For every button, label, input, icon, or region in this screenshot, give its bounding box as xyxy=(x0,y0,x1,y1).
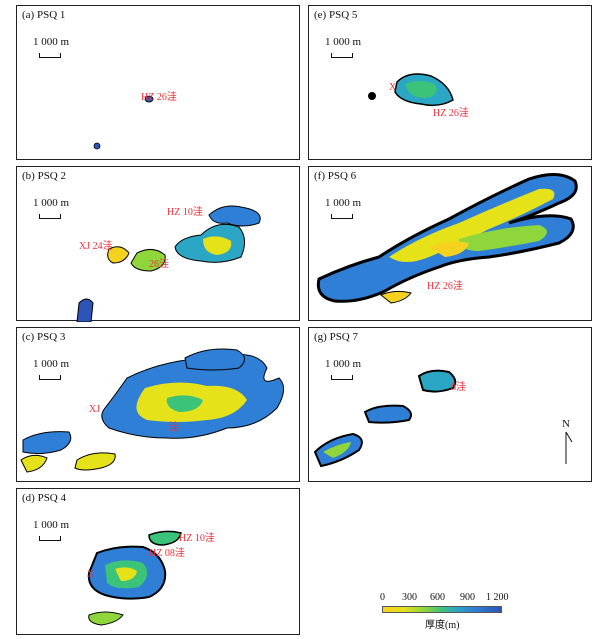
legend-tick: 0 xyxy=(380,592,385,603)
scale-text: 1 000 m xyxy=(325,36,362,48)
legend-tick: 300 xyxy=(402,592,417,603)
scale-text: 1 000 m xyxy=(325,197,362,209)
scale-text: 1 000 m xyxy=(33,197,70,209)
panel-psq6: (f) PSQ 6 1 000 m HZ 26洼 xyxy=(308,166,592,321)
panel-psq3: (c) PSQ 3 1 000 m XJ 洼 xyxy=(16,327,300,482)
depression-label: XJ xyxy=(89,404,101,415)
legend-title: 厚度(m) xyxy=(425,620,460,631)
north-label: N xyxy=(562,418,570,430)
panel-title: (b) PSQ 2 xyxy=(22,170,67,182)
legend-tick: 1 200 xyxy=(486,592,509,603)
scale-text: 1 000 m xyxy=(33,519,70,531)
legend-colorbar xyxy=(382,606,502,613)
depression-label: X xyxy=(389,82,397,93)
thickness-map xyxy=(76,205,261,322)
scale-bar: 1 000 m xyxy=(31,519,91,549)
depression-label: HZ 26洼 xyxy=(427,281,463,292)
scale-bar: 1 000 m xyxy=(31,36,91,66)
depression-label: HZ 26洼 xyxy=(433,108,469,119)
thickness-map xyxy=(313,369,457,468)
north-arrow-icon: N xyxy=(558,418,578,468)
scale-text: 1 000 m xyxy=(33,358,70,370)
legend-tick: 900 xyxy=(460,592,475,603)
depression-label: HZ 26洼 xyxy=(141,92,177,103)
depression-label: 8洼 xyxy=(451,382,466,393)
thickness-map xyxy=(87,530,182,626)
scale-bar: 1 000 m xyxy=(323,197,383,227)
scale-bar: 1 000 m xyxy=(323,358,383,388)
depression-label: 洼 xyxy=(169,422,179,433)
depression-label: HZ 10洼 xyxy=(167,207,203,218)
thickness-map xyxy=(20,348,284,473)
panel-psq2: (b) PSQ 2 1 000 m HZ 10洼 XJ 24洼 26洼 xyxy=(16,166,300,322)
panel-title: (a) PSQ 1 xyxy=(22,9,66,21)
depression-label: XJ 24洼 xyxy=(79,241,113,252)
depression-label: HZ 10洼 xyxy=(179,533,215,544)
scale-text: 1 000 m xyxy=(33,36,70,48)
panel-psq4: (d) PSQ 4 1 000 m HZ 10洼 HZ 08洼 X xyxy=(16,488,300,635)
scale-bar: 1 000 m xyxy=(31,197,91,227)
panel-psq7: (g) PSQ 7 1 000 m 8洼 xyxy=(308,327,592,482)
scale-bar: 1 000 m xyxy=(323,36,383,66)
scale-bar: 1 000 m xyxy=(31,358,91,388)
panel-psq5: (e) PSQ 5 1 000 m X HZ 26洼 xyxy=(308,5,592,160)
thickness-map xyxy=(368,73,454,107)
panel-title: (c) PSQ 3 xyxy=(22,331,66,343)
depression-label: 26洼 xyxy=(149,259,169,270)
depression-label: HZ 08洼 xyxy=(149,548,185,559)
legend-tick: 600 xyxy=(430,592,445,603)
thickness-map xyxy=(93,95,154,150)
panel-psq1: (a) PSQ 1 1 000 m HZ 26洼 xyxy=(16,5,300,160)
panel-title: (e) PSQ 5 xyxy=(314,9,358,21)
panel-title: (f) PSQ 6 xyxy=(314,170,357,182)
panel-title: (d) PSQ 4 xyxy=(22,492,67,504)
depression-label: X xyxy=(87,569,95,580)
thickness-legend: 0 300 600 900 1 200 厚度(m) xyxy=(370,592,520,637)
scale-text: 1 000 m xyxy=(325,358,362,370)
thickness-map xyxy=(316,173,578,304)
panel-title: (g) PSQ 7 xyxy=(314,331,359,343)
